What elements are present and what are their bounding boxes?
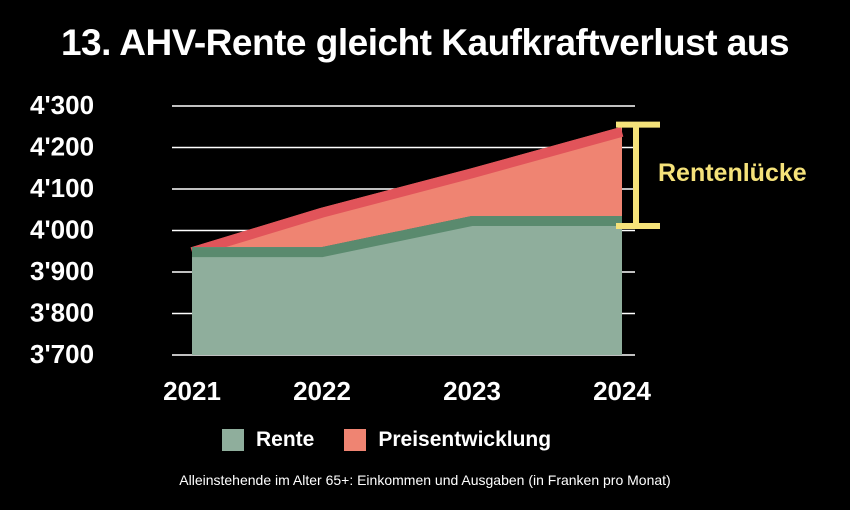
legend-swatch-rente (222, 429, 244, 451)
x-tick-label: 2024 (593, 376, 651, 406)
axis-labels: 3'700 3'800 3'900 4'000 4'100 4'200 4'300 2021 2… (30, 90, 651, 406)
y-tick-label: 4'200 (30, 132, 94, 162)
legend-label-preisentwicklung: Preisentwicklung (378, 428, 552, 451)
line-preisentwicklung (190, 126, 624, 257)
area-chart: 3'700 3'800 3'900 4'000 4'100 4'200 4'300 2021 2… (30, 90, 807, 406)
legend: Rente Preisentwicklung (222, 428, 581, 452)
legend-item-preisentwicklung: Preisentwicklung (344, 428, 551, 452)
footnote: Alleinstehende im Alter 65+: Einkommen u… (179, 472, 671, 488)
y-tick-label: 3'700 (30, 339, 94, 369)
chart-title: 13. AHV-Rente gleicht Kaufkraftverlust a… (60, 22, 790, 63)
annotation-rentenluecke: Rentenlücke (616, 121, 807, 229)
legend-swatch-preisentwicklung (344, 429, 367, 451)
x-tick-label: 2022 (293, 376, 351, 406)
y-tick-label: 3'900 (30, 256, 94, 286)
legend-item-rente: Rente (222, 428, 314, 452)
x-tick-label: 2021 (163, 376, 221, 406)
legend-label-rente: Rente (256, 428, 315, 451)
area-series (190, 126, 624, 355)
y-tick-label: 4'300 (30, 90, 94, 120)
x-tick-label: 2023 (443, 376, 501, 406)
annotation-label: Rentenlücke (658, 159, 807, 187)
line-rente (192, 215, 622, 258)
y-tick-label: 3'800 (30, 298, 94, 328)
y-tick-label: 4'000 (30, 215, 94, 245)
y-tick-label: 4'100 (30, 173, 94, 203)
